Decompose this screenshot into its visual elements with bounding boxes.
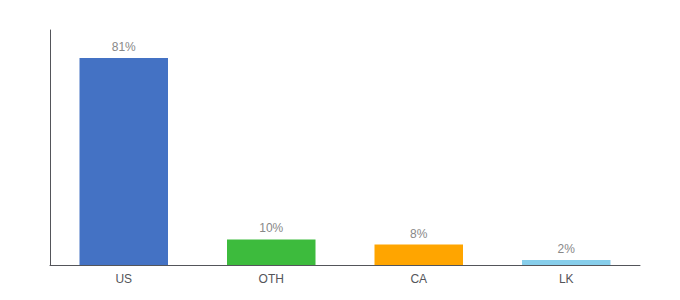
svg-text:81%: 81% xyxy=(112,40,136,54)
svg-text:US: US xyxy=(115,272,132,286)
svg-text:8%: 8% xyxy=(410,227,428,241)
svg-text:CA: CA xyxy=(410,272,427,286)
svg-text:OTH: OTH xyxy=(259,272,284,286)
svg-text:10%: 10% xyxy=(259,221,283,235)
svg-text:2%: 2% xyxy=(558,242,576,256)
svg-text:LK: LK xyxy=(559,272,574,286)
